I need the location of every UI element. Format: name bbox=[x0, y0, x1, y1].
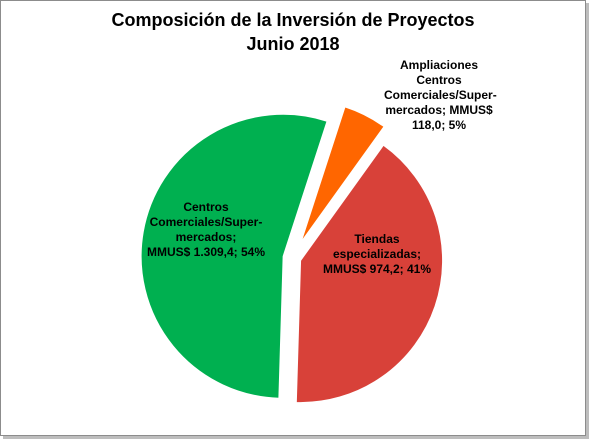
pie-slice-ampliaciones bbox=[300, 106, 385, 243]
slice-label-line: Centros bbox=[183, 200, 229, 214]
slice-label-line: especializadas; bbox=[332, 247, 422, 261]
frame-shadow-right bbox=[586, 3, 589, 439]
frame-shadow-bottom bbox=[3, 436, 589, 439]
slice-label-line: Ampliaciones bbox=[399, 58, 479, 72]
slice-label-line: Centros bbox=[416, 73, 462, 87]
slice-label-line: Comerciales/Super- bbox=[384, 88, 497, 102]
pie-slice-centros-comerciales bbox=[140, 113, 328, 399]
slice-label-line: mercados; bbox=[175, 230, 237, 244]
slice-label-line: mercados; MMUS$ bbox=[385, 103, 493, 117]
slice-label-centros-comerciales: Centros Comerciales/Super- mercados; MMU… bbox=[143, 200, 269, 260]
slice-label-line: 118,0; 5% bbox=[411, 118, 467, 132]
slice-label-line: Comerciales/Super- bbox=[149, 215, 263, 229]
chart-title-line-1: Composición de la Inversión de Proyectos bbox=[111, 10, 475, 30]
slice-label-tiendas: Tiendas especializadas; MMUS$ 974,2; 41% bbox=[322, 232, 432, 277]
slice-label-line: MMUS$ 974,2; 41% bbox=[322, 262, 432, 276]
chart-title-line-2: Junio 2018 bbox=[246, 34, 340, 54]
chart-title: Composición de la Inversión de Proyectos… bbox=[0, 8, 586, 56]
slice-label-line: Tiendas bbox=[354, 232, 400, 246]
slice-label-ampliaciones: Ampliaciones Centros Comerciales/Super- … bbox=[384, 58, 497, 133]
pie-slice-tiendas bbox=[295, 144, 444, 404]
slice-label-line: MMUS$ 1.309,4; 54% bbox=[146, 245, 266, 259]
